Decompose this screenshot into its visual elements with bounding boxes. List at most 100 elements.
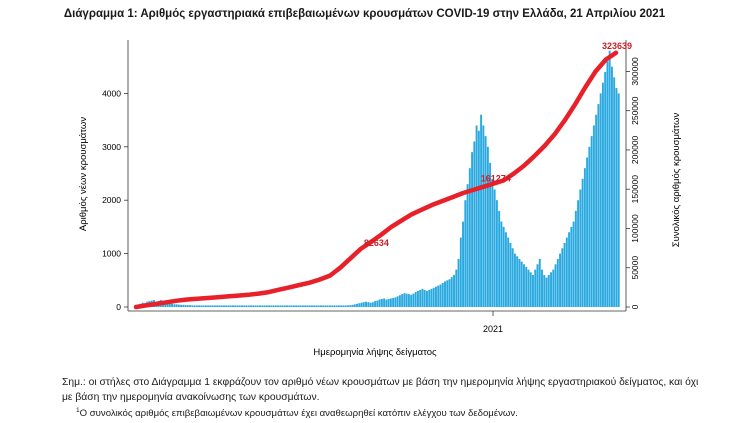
bar	[561, 248, 564, 307]
bar	[227, 305, 230, 307]
bar	[326, 305, 329, 307]
bar	[329, 305, 331, 307]
bar	[288, 305, 291, 307]
bar	[274, 305, 277, 307]
bar	[356, 303, 358, 307]
bar	[243, 305, 246, 307]
bar	[570, 226, 573, 307]
bar	[193, 305, 196, 307]
bar	[225, 305, 228, 307]
bar	[342, 305, 345, 307]
bar	[394, 297, 397, 307]
bar	[583, 168, 586, 307]
bar	[202, 305, 205, 307]
bar	[495, 200, 498, 307]
labels-layer: 0 1000 2000 3000 4000 0 50000 100000 150000 20000…	[78, 41, 682, 358]
bar	[588, 146, 591, 307]
bar	[376, 300, 379, 307]
bar	[577, 200, 580, 307]
bar	[290, 305, 293, 307]
bar	[263, 305, 266, 307]
bar	[204, 305, 207, 307]
y2-tick-label: 100000	[630, 214, 640, 243]
cumulative-annotation: 323639	[602, 41, 632, 51]
bar	[392, 297, 395, 307]
bar	[398, 295, 401, 307]
bar	[247, 305, 250, 307]
bar	[340, 305, 343, 307]
y-tick-label: 1000	[102, 249, 121, 259]
bar	[421, 288, 424, 307]
bar	[308, 305, 311, 307]
footnote-text: Ο συνολικός αριθμός επιβεβαιωμένων κρουσ…	[79, 408, 518, 420]
bar	[538, 258, 541, 307]
bar	[396, 296, 399, 307]
y2-tick-label: 250000	[630, 96, 640, 125]
bar	[504, 232, 507, 307]
bar	[331, 305, 334, 307]
chart-note: Σημ.: οι στήλες στο Διάγραμμα 1 εκφράζου…	[62, 377, 699, 403]
bar	[507, 237, 510, 307]
bar	[349, 305, 352, 307]
bar	[184, 305, 187, 307]
bar	[518, 258, 521, 307]
y2-tick-label: 200000	[630, 135, 640, 164]
bar	[563, 242, 566, 307]
bar	[191, 305, 194, 307]
bar	[590, 136, 593, 307]
bar	[615, 88, 618, 307]
bar	[410, 294, 413, 307]
bar	[265, 305, 268, 307]
bar	[536, 264, 539, 307]
bar	[477, 130, 480, 307]
bar	[317, 305, 320, 307]
bar	[241, 305, 243, 307]
bar	[559, 253, 562, 307]
bar	[426, 290, 428, 307]
bars-layer	[137, 50, 620, 308]
bar	[430, 288, 433, 307]
bar	[568, 232, 571, 307]
bar	[367, 302, 370, 307]
bar	[365, 301, 368, 307]
bar	[304, 305, 307, 307]
bar	[306, 305, 309, 307]
bar	[486, 146, 489, 307]
bar	[268, 305, 271, 307]
bar	[220, 305, 223, 307]
bar	[502, 226, 505, 307]
bar	[195, 305, 198, 307]
bar	[484, 136, 487, 307]
bar	[245, 305, 248, 307]
bar	[500, 221, 503, 307]
bar	[552, 269, 555, 307]
bar	[482, 125, 485, 307]
bar	[216, 305, 219, 307]
bar	[401, 294, 404, 307]
bar	[613, 77, 616, 307]
bar	[527, 269, 530, 307]
bar	[362, 302, 365, 307]
bar	[595, 114, 598, 307]
bar	[516, 256, 519, 307]
bar	[229, 305, 232, 307]
cumulative-line-layer	[133, 50, 619, 310]
bar	[209, 305, 212, 307]
bar	[347, 305, 349, 307]
bar	[597, 104, 600, 307]
bar	[604, 72, 607, 307]
y2-tick-label: 50000	[630, 256, 640, 280]
bar	[310, 305, 313, 307]
bar	[455, 269, 458, 307]
bar	[200, 305, 203, 307]
bar	[371, 302, 374, 307]
bar	[459, 237, 462, 307]
bar	[437, 285, 440, 307]
bar	[534, 269, 537, 307]
bar	[252, 305, 255, 307]
bar	[186, 305, 189, 307]
bar	[475, 125, 478, 307]
chart-title: Διάγραμμα 1: Αριθμός εργαστηριακά επιβεβ…	[63, 8, 666, 20]
bar	[166, 302, 169, 307]
bar	[468, 168, 471, 307]
